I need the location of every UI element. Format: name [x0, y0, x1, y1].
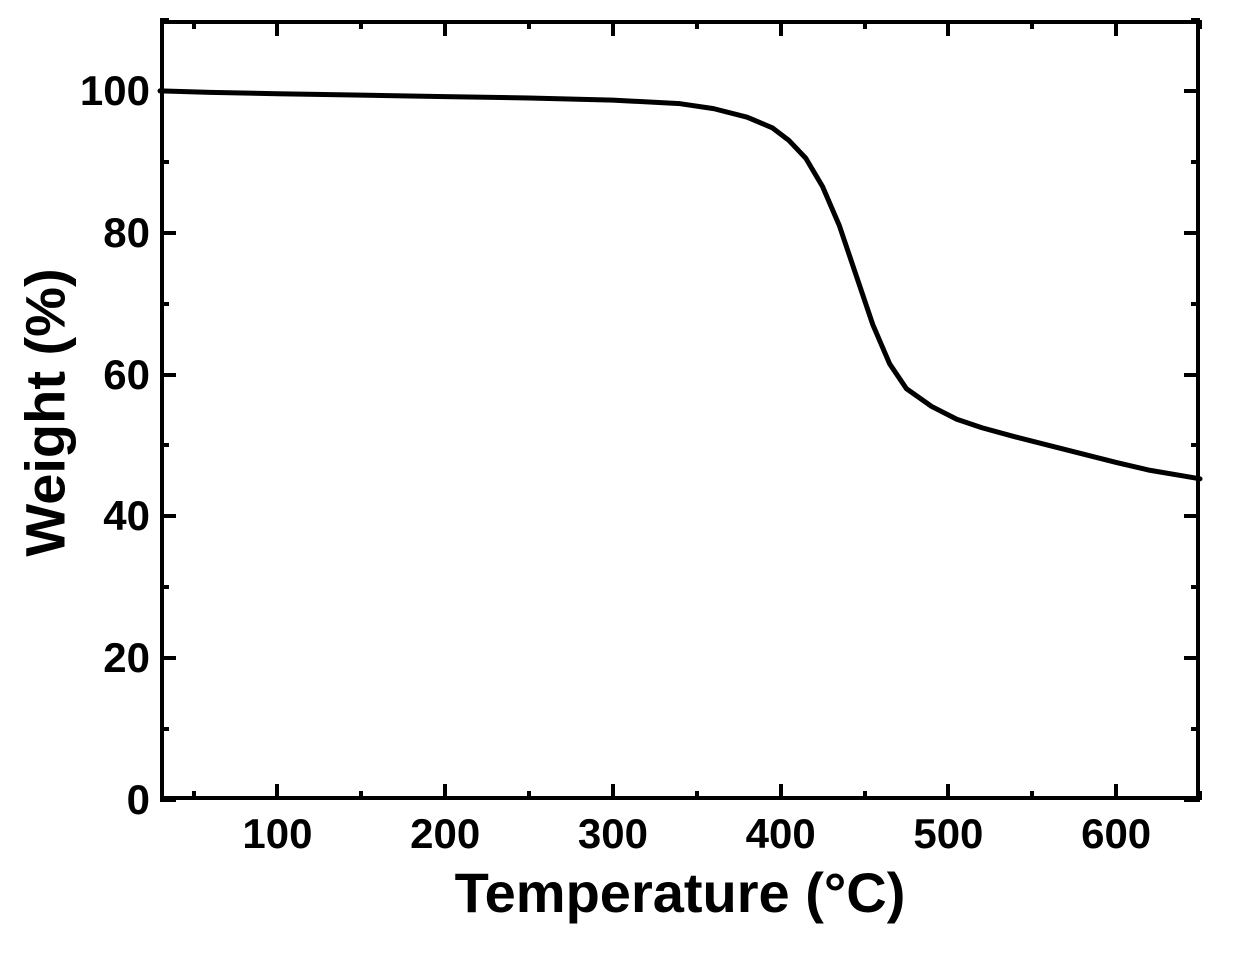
data-series-line [0, 0, 1240, 965]
tga-chart: 100200300400500600020406080100 Weight (%… [0, 0, 1240, 965]
